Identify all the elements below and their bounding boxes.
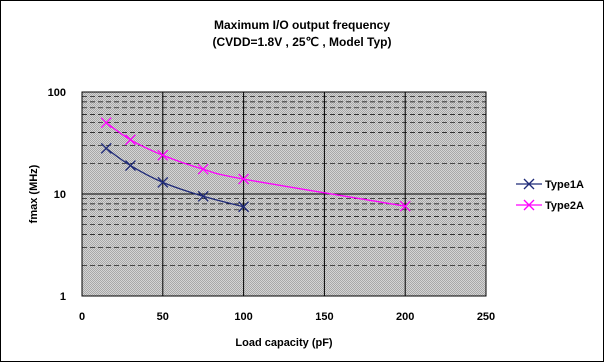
- legend-label-type2a: Type2A: [545, 200, 584, 212]
- x-tick-label: 0: [79, 311, 85, 323]
- x-tick-label: 50: [157, 311, 169, 323]
- legend: Type1A Type2A: [516, 178, 584, 212]
- x-tick-label: 150: [315, 311, 333, 323]
- series-layer: [100, 117, 411, 213]
- data-point-type2a: [100, 117, 112, 129]
- legend-marker-type2a: [523, 199, 535, 211]
- y-tick-label: 100: [48, 87, 66, 99]
- chart-title: Maximum I/O output frequency: [214, 18, 390, 32]
- y-tick-label: 1: [60, 291, 66, 303]
- data-point-type1a: [100, 142, 112, 154]
- data-point-type2a: [125, 134, 136, 146]
- x-axis-label: Load capacity (pF): [235, 337, 333, 349]
- x-tick-label: 100: [234, 311, 252, 323]
- legend-label-type1a: Type1A: [545, 179, 584, 191]
- legend-marker-type1a: [523, 178, 535, 190]
- x-tick-label: 250: [477, 311, 495, 323]
- y-axis-label: fmax (MHz): [28, 164, 40, 223]
- data-point-type2a: [157, 149, 169, 161]
- x-tick-label: 200: [396, 311, 414, 323]
- data-point-type1a: [157, 176, 169, 188]
- chart-subtitle: (CVDD=1.8V , 25℃ , Model Typ): [213, 35, 392, 49]
- data-point-type2a: [197, 163, 209, 175]
- data-point-type1a: [238, 201, 250, 213]
- data-point-type1a: [125, 160, 136, 172]
- grid: [81, 91, 487, 297]
- data-point-type2a: [399, 200, 411, 212]
- y-tick-label: 10: [54, 189, 66, 201]
- data-point-type2a: [238, 173, 250, 185]
- data-point-type1a: [197, 190, 209, 202]
- axes: 0 50 100 150 200 250 1 10 100: [48, 87, 496, 323]
